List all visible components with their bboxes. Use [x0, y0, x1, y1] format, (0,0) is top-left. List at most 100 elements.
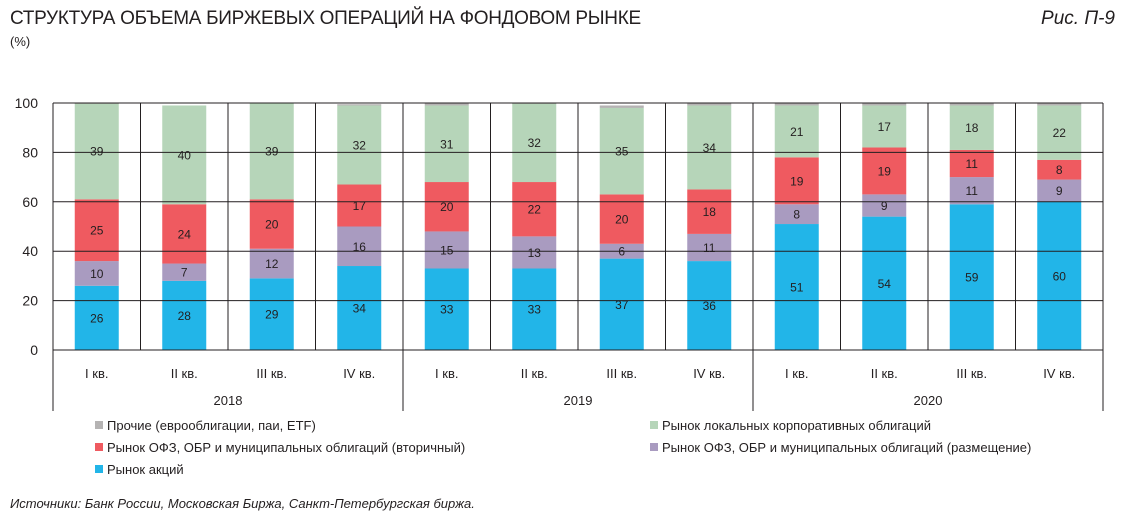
x-tick-label: I кв. [435, 366, 458, 381]
data-label: 18 [965, 121, 979, 135]
data-label: 34 [353, 302, 367, 316]
data-label: 33 [440, 303, 454, 317]
bar-segment [249, 278, 294, 350]
bar-segment [337, 266, 382, 350]
data-label: 59 [965, 271, 979, 285]
data-label: 19 [878, 164, 892, 178]
bar-segment [512, 236, 557, 269]
data-label: 10 [90, 267, 104, 281]
x-tick-label: III кв. [956, 366, 987, 381]
data-label: 16 [353, 240, 367, 254]
y-tick-label: 0 [30, 342, 38, 358]
data-label: 54 [878, 277, 892, 291]
data-label: 6 [618, 245, 625, 259]
x-tick-label: II кв. [171, 366, 198, 381]
y-tick-label: 20 [22, 293, 38, 309]
bar-segment [1037, 105, 1082, 160]
bar-segment [949, 105, 994, 150]
data-label: 20 [440, 200, 454, 214]
data-label: 31 [440, 137, 454, 151]
bar-segment [687, 103, 732, 106]
bar-segment [774, 204, 819, 225]
year-label: 2020 [914, 393, 943, 408]
data-label: 18 [703, 205, 717, 219]
bar-segment [774, 157, 819, 205]
data-label: 28 [178, 309, 192, 323]
year-label: 2018 [214, 393, 243, 408]
x-tick-label: III кв. [606, 366, 637, 381]
bar-segment [774, 224, 819, 350]
bar-segment [337, 104, 382, 106]
legend-swatch [650, 443, 658, 451]
bar-segment [337, 226, 382, 267]
data-label: 40 [178, 148, 192, 162]
data-label: 60 [1053, 269, 1067, 283]
bar-segment [949, 149, 994, 178]
data-label: 13 [528, 246, 542, 260]
legend-swatch [95, 421, 103, 429]
data-label: 7 [181, 266, 188, 280]
data-label: 8 [793, 208, 800, 222]
data-label: 33 [528, 303, 542, 317]
data-label: 51 [790, 281, 804, 295]
bar-segment [687, 105, 732, 190]
bar-segment [599, 105, 644, 108]
legend-label: Рынок ОФЗ, ОБР и муниципальных облигаций… [662, 440, 1031, 455]
bar-segment [162, 105, 207, 205]
bar-segment [687, 189, 732, 234]
bar-segment [249, 248, 294, 279]
data-label: 39 [265, 145, 279, 159]
data-label: 21 [790, 125, 804, 139]
data-label: 37 [615, 298, 629, 312]
bar-segment [162, 280, 207, 350]
data-label: 26 [90, 311, 104, 325]
source-note: Источники: Банк России, Московская Биржа… [10, 496, 475, 511]
data-label: 25 [90, 224, 104, 238]
bar-segment [687, 261, 732, 350]
data-label: 20 [265, 218, 279, 232]
bar-segment [337, 184, 382, 227]
data-label: 34 [703, 141, 717, 155]
bar-segment [249, 199, 294, 249]
data-label: 12 [265, 257, 279, 271]
data-label: 22 [528, 203, 542, 217]
data-label: 22 [1053, 126, 1067, 140]
bar-segment [512, 182, 557, 237]
bar-segment [512, 103, 557, 183]
bar-segment [74, 103, 119, 200]
data-label: 9 [1056, 184, 1063, 198]
chart-title: СТРУКТУРА ОБЪЕМА БИРЖЕВЫХ ОПЕРАЦИЙ НА ФО… [10, 8, 641, 29]
data-label: 32 [528, 136, 542, 150]
x-tick-label: IV кв. [1043, 366, 1075, 381]
bar-segment [424, 182, 469, 232]
data-label: 11 [703, 241, 716, 255]
x-tick-label: II кв. [871, 366, 898, 381]
x-tick-label: I кв. [785, 366, 808, 381]
legend-label: Рынок ОФЗ, ОБР и муниципальных облигаций… [107, 440, 465, 455]
bar-segment [249, 103, 294, 200]
unit-label: (%) [10, 34, 31, 49]
data-label: 35 [615, 145, 629, 159]
x-tick-label: II кв. [521, 366, 548, 381]
bar-segment [424, 105, 469, 183]
x-tick-label: IV кв. [343, 366, 375, 381]
bar-segment [949, 177, 994, 205]
y-tick-label: 100 [15, 95, 39, 111]
legend-label: Прочие (еврооблигации, паи, ETF) [107, 418, 316, 433]
bar-segment [774, 103, 819, 106]
legend-label: Рынок локальных корпоративных облигаций [662, 418, 931, 433]
legend-swatch [95, 443, 103, 451]
bar-segment [862, 194, 907, 217]
bar-segment [599, 107, 644, 195]
bar-segment [162, 204, 207, 264]
data-label: 24 [178, 227, 192, 241]
figure-label: Рис. П-9 [1041, 8, 1115, 29]
data-label: 8 [1056, 163, 1063, 177]
bar-segment [162, 263, 207, 281]
bar-segment [424, 231, 469, 269]
bar-segment [424, 268, 469, 350]
legend-swatch [95, 465, 103, 473]
bar-segment [949, 103, 994, 106]
